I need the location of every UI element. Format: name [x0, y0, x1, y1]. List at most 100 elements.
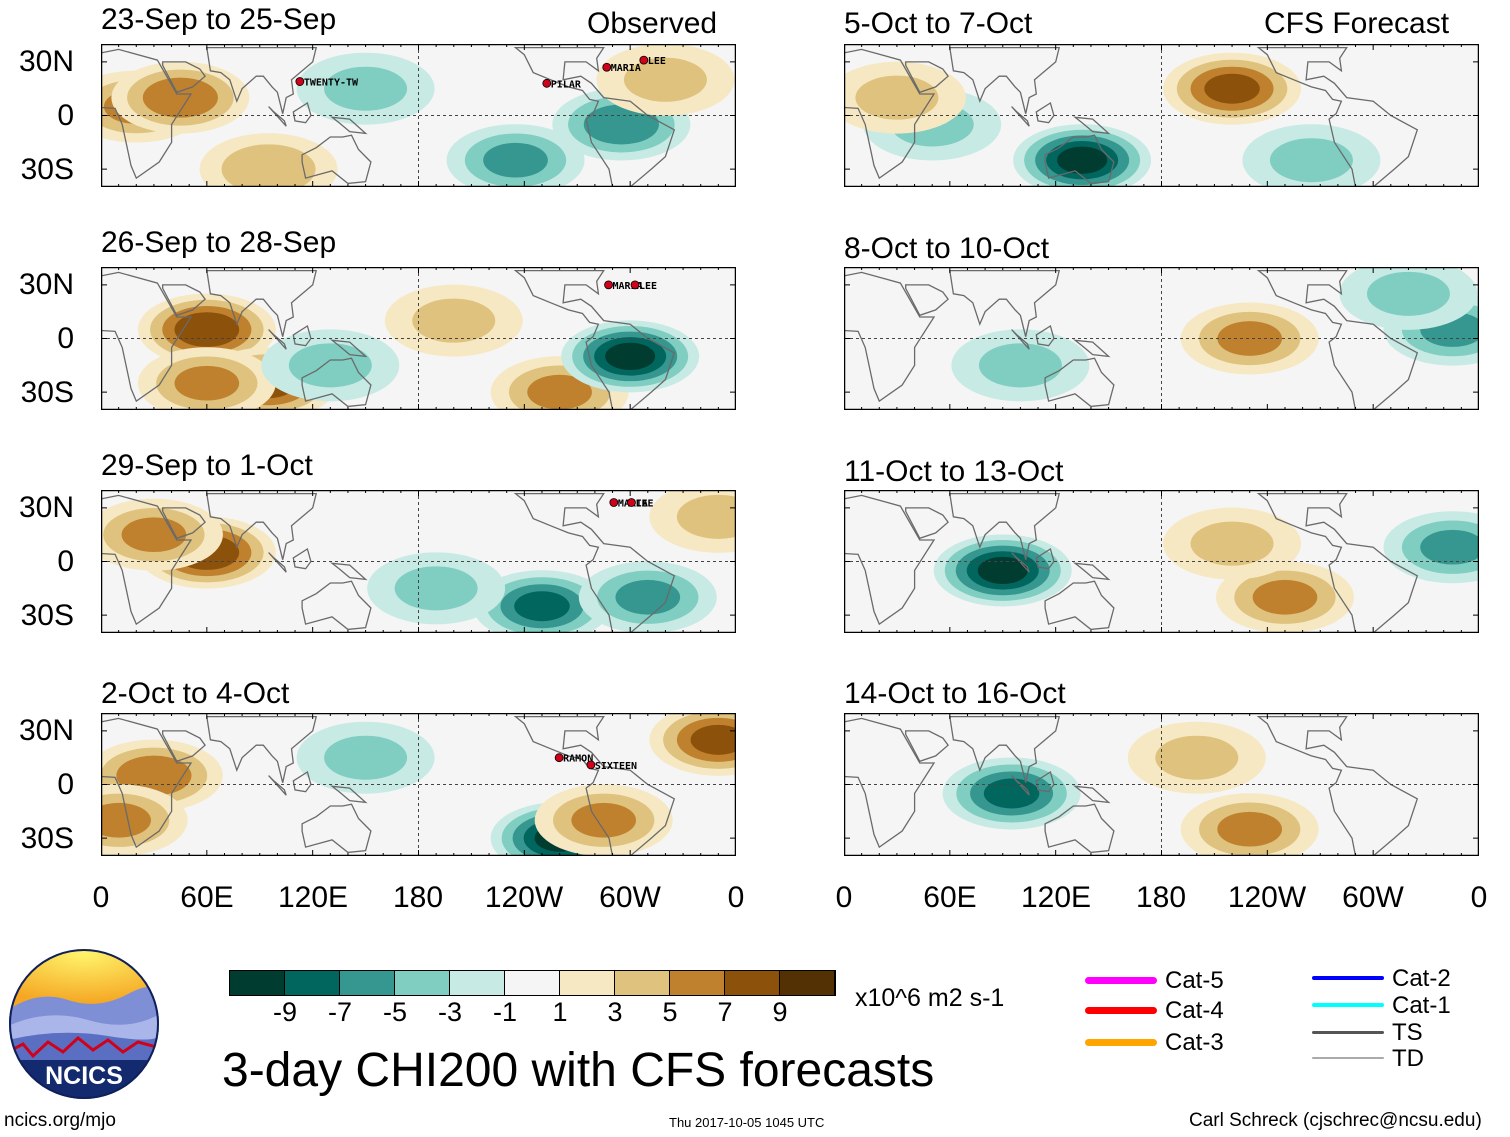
lat-label: 30S	[20, 822, 74, 855]
legend-label: Cat-1	[1392, 992, 1451, 1019]
coastline	[1035, 547, 1055, 570]
map-panel	[844, 713, 1479, 856]
coastline	[1011, 552, 1030, 573]
coastline-layer	[844, 715, 1419, 856]
coastline	[206, 715, 318, 783]
colorbar-tick: -5	[382, 997, 407, 1027]
coastline-layer	[101, 46, 676, 187]
anomaly-contour	[221, 144, 316, 187]
colorbar-tick: 9	[772, 997, 788, 1027]
panel-title: 5-Oct to 7-Oct	[844, 7, 1033, 40]
legend-line	[1312, 1057, 1384, 1059]
coastline	[329, 339, 368, 358]
storm-label: LEE	[635, 499, 653, 510]
anomaly-contour	[324, 66, 408, 111]
legend-line	[1312, 1003, 1384, 1007]
field-layer	[101, 267, 736, 410]
coastline	[1072, 339, 1111, 358]
legend-line	[1085, 1006, 1157, 1014]
coastline	[905, 507, 949, 540]
coastline	[301, 134, 372, 185]
storm-marker	[627, 498, 636, 507]
colorbar	[229, 970, 836, 996]
anomaly-contour	[1155, 735, 1239, 780]
lat-label: 30S	[20, 599, 74, 632]
lat-label: 30N	[18, 491, 74, 524]
anomaly-contour	[324, 735, 408, 780]
lon-label: 180	[1135, 881, 1187, 914]
lon-label: 120E	[277, 881, 349, 914]
anomaly-contour	[483, 142, 548, 178]
anomaly-contour	[514, 591, 570, 622]
coastline	[844, 717, 936, 849]
coastline	[162, 730, 206, 763]
coastline	[268, 106, 287, 127]
coastline	[162, 507, 206, 540]
coastline	[1044, 357, 1115, 408]
colorbar-swatch	[615, 971, 670, 995]
storm-label: SIXTEEN	[595, 761, 637, 772]
coastline	[206, 46, 318, 114]
anomaly-contour	[1204, 73, 1260, 104]
map-panel	[844, 267, 1479, 410]
anomaly-contour	[583, 104, 659, 145]
coastline	[513, 715, 676, 856]
lon-label: 180	[392, 881, 444, 914]
coastline	[905, 61, 949, 94]
coastline	[1035, 324, 1055, 347]
storm-label: TWENTY-TW	[304, 78, 359, 89]
map-panel	[844, 490, 1479, 633]
storm-label: MARIA	[613, 281, 643, 292]
map-panel	[844, 44, 1479, 187]
anomaly-contour	[121, 517, 187, 553]
storm-label: PILAR	[551, 79, 582, 90]
panel-title: 11-Oct to 13-Oct	[844, 455, 1064, 488]
colorbar-tick: 1	[552, 997, 568, 1027]
panel-title: 2-Oct to 4-Oct	[101, 677, 290, 710]
coastline	[905, 730, 949, 763]
coastline	[1256, 269, 1419, 410]
lat-label: 30N	[18, 268, 74, 301]
coastline-layer	[101, 715, 676, 856]
lat-label: 0	[57, 322, 74, 355]
coastline	[292, 324, 312, 347]
coastline	[268, 329, 287, 350]
storm-marker	[542, 78, 552, 88]
lat-label: 0	[57, 99, 74, 132]
colorbar-swatch	[395, 971, 450, 995]
lat-label: 0	[57, 768, 74, 801]
coastline	[329, 116, 368, 135]
lon-label: 120W	[484, 881, 564, 914]
panel-title: 29-Sep to 1-Oct	[101, 449, 313, 482]
anomaly-contour	[1057, 146, 1108, 174]
lon-label: 0	[727, 881, 745, 914]
panel-title: 8-Oct to 10-Oct	[844, 232, 1050, 265]
storm-marker	[586, 760, 596, 770]
anomaly-contour	[1190, 521, 1274, 566]
chart-title: 3-day CHI200 with CFS forecasts	[222, 1044, 935, 1097]
map-panel: TWENTY-TW PILAR MARIA LEE	[101, 44, 736, 187]
lon-label: 0	[92, 881, 110, 914]
anomaly-contour	[983, 778, 1040, 809]
storm-marker	[639, 55, 649, 65]
storm-label: LEE	[648, 56, 666, 67]
lon-label: 120E	[1020, 881, 1092, 914]
colorbar-unit: x10^6 m2 s-1	[855, 984, 1005, 1012]
panel-title: 14-Oct to 16-Oct	[844, 677, 1066, 710]
legend-label: TS	[1392, 1019, 1423, 1046]
anomaly-contour	[978, 343, 1062, 388]
coastline	[1256, 492, 1419, 633]
coastline	[301, 580, 372, 631]
lat-label: 30S	[20, 153, 74, 186]
coastline	[162, 61, 206, 94]
map-frame	[101, 713, 736, 856]
anomaly-contour	[1252, 579, 1318, 615]
coastline	[268, 552, 287, 573]
coastline	[1256, 46, 1419, 187]
coastline	[1044, 134, 1115, 185]
lat-label: 0	[57, 545, 74, 578]
coastline	[949, 492, 1061, 560]
anomaly-contour	[1420, 529, 1479, 565]
